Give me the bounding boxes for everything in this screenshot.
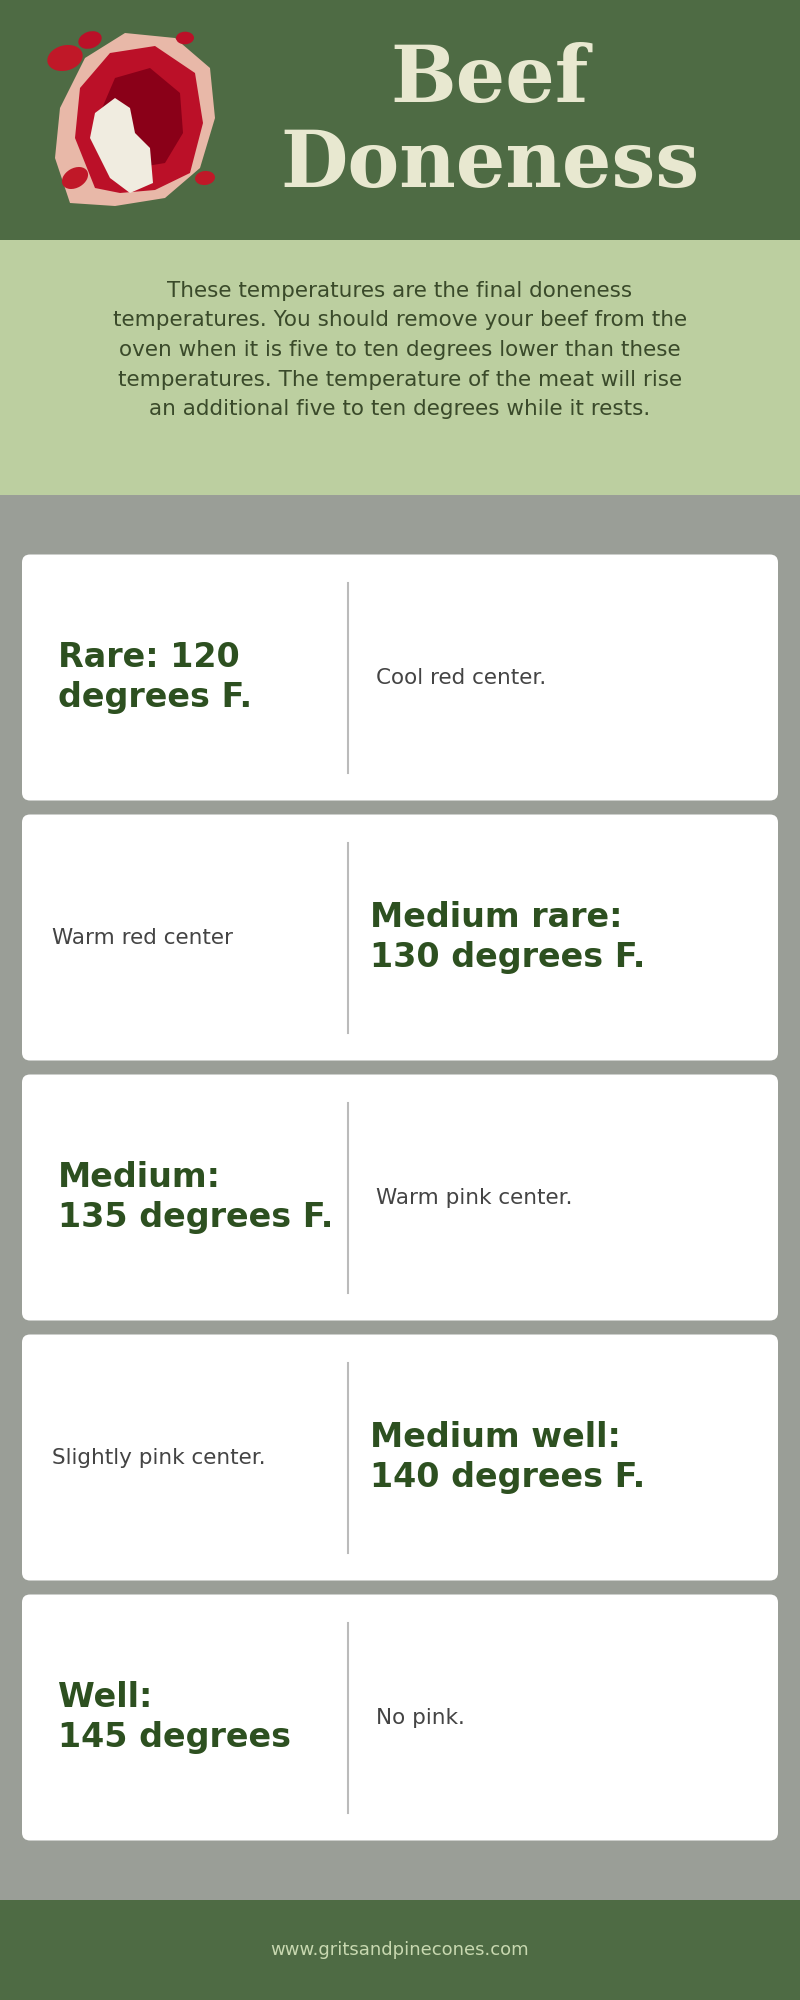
Ellipse shape xyxy=(177,30,193,46)
Ellipse shape xyxy=(62,166,88,190)
FancyBboxPatch shape xyxy=(22,1594,778,1840)
Text: Warm pink center.: Warm pink center. xyxy=(376,1188,573,1208)
Text: Medium:
135 degrees F.: Medium: 135 degrees F. xyxy=(58,1162,334,1234)
Bar xyxy=(0,240,800,490)
FancyBboxPatch shape xyxy=(22,814,778,1060)
FancyBboxPatch shape xyxy=(22,554,778,800)
Polygon shape xyxy=(75,46,203,194)
Bar xyxy=(0,0,800,240)
Text: These temperatures are the final doneness
temperatures. You should remove your b: These temperatures are the final donenes… xyxy=(113,280,687,420)
Text: Doneness: Doneness xyxy=(280,128,700,204)
Polygon shape xyxy=(100,68,183,168)
Text: Slightly pink center.: Slightly pink center. xyxy=(52,1448,266,1468)
Text: Medium rare:
130 degrees F.: Medium rare: 130 degrees F. xyxy=(370,902,646,974)
Text: www.gritsandpinecones.com: www.gritsandpinecones.com xyxy=(270,1940,530,1960)
Ellipse shape xyxy=(79,30,101,50)
Text: Cool red center.: Cool red center. xyxy=(376,668,546,688)
Ellipse shape xyxy=(49,42,81,74)
FancyBboxPatch shape xyxy=(22,1334,778,1580)
Text: Warm red center: Warm red center xyxy=(52,928,233,948)
Text: No pink.: No pink. xyxy=(376,1708,465,1728)
Text: Medium well:
140 degrees F.: Medium well: 140 degrees F. xyxy=(370,1422,646,1494)
Polygon shape xyxy=(55,32,215,206)
Polygon shape xyxy=(90,98,153,194)
Text: Beef: Beef xyxy=(391,42,589,118)
Text: Well:
145 degrees: Well: 145 degrees xyxy=(58,1682,291,1754)
Bar xyxy=(0,1900,800,2000)
FancyBboxPatch shape xyxy=(22,1074,778,1320)
Ellipse shape xyxy=(196,170,214,186)
Text: Rare: 120
degrees F.: Rare: 120 degrees F. xyxy=(58,642,252,714)
